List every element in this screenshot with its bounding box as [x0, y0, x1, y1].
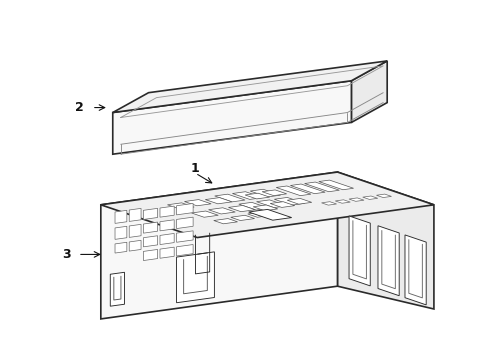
- Polygon shape: [270, 202, 294, 207]
- Polygon shape: [248, 210, 291, 220]
- Polygon shape: [191, 211, 218, 217]
- Text: 1: 1: [190, 162, 199, 175]
- Polygon shape: [184, 199, 211, 206]
- Polygon shape: [348, 198, 363, 201]
- Polygon shape: [205, 198, 232, 204]
- Polygon shape: [143, 249, 157, 261]
- Polygon shape: [115, 210, 126, 224]
- Polygon shape: [113, 81, 351, 154]
- Polygon shape: [167, 203, 194, 209]
- Polygon shape: [143, 208, 157, 220]
- Polygon shape: [232, 192, 262, 199]
- Polygon shape: [348, 216, 369, 286]
- Polygon shape: [250, 189, 280, 197]
- Polygon shape: [321, 202, 336, 205]
- Polygon shape: [115, 242, 126, 253]
- Polygon shape: [143, 236, 157, 247]
- Polygon shape: [176, 244, 193, 256]
- Polygon shape: [160, 247, 174, 258]
- Polygon shape: [290, 184, 325, 194]
- Polygon shape: [129, 224, 141, 237]
- Polygon shape: [351, 61, 386, 122]
- Polygon shape: [143, 222, 157, 233]
- Polygon shape: [262, 190, 286, 195]
- Polygon shape: [230, 215, 254, 221]
- Polygon shape: [110, 272, 124, 306]
- Text: 3: 3: [61, 248, 70, 261]
- Polygon shape: [247, 212, 271, 217]
- Polygon shape: [113, 61, 386, 113]
- Polygon shape: [129, 208, 141, 221]
- Polygon shape: [213, 219, 237, 224]
- Polygon shape: [318, 180, 353, 190]
- Polygon shape: [160, 233, 174, 244]
- Polygon shape: [101, 172, 337, 319]
- Polygon shape: [115, 226, 126, 239]
- Polygon shape: [253, 205, 277, 211]
- Text: 2: 2: [74, 101, 83, 114]
- Polygon shape: [335, 200, 349, 203]
- Polygon shape: [244, 193, 269, 199]
- Polygon shape: [286, 198, 311, 204]
- Polygon shape: [274, 197, 304, 205]
- Polygon shape: [304, 182, 339, 192]
- Polygon shape: [129, 240, 141, 251]
- Polygon shape: [176, 231, 193, 242]
- Polygon shape: [160, 206, 174, 217]
- Polygon shape: [337, 172, 433, 309]
- Polygon shape: [362, 196, 377, 199]
- Polygon shape: [160, 220, 174, 231]
- Polygon shape: [238, 202, 268, 210]
- Polygon shape: [256, 200, 286, 208]
- Polygon shape: [176, 252, 214, 303]
- Polygon shape: [214, 194, 244, 202]
- Polygon shape: [176, 203, 193, 215]
- Polygon shape: [176, 217, 193, 229]
- Polygon shape: [276, 186, 310, 195]
- Polygon shape: [101, 172, 433, 238]
- Polygon shape: [377, 226, 398, 296]
- Polygon shape: [376, 194, 391, 198]
- Polygon shape: [208, 208, 235, 214]
- Polygon shape: [228, 206, 255, 212]
- Polygon shape: [404, 235, 426, 305]
